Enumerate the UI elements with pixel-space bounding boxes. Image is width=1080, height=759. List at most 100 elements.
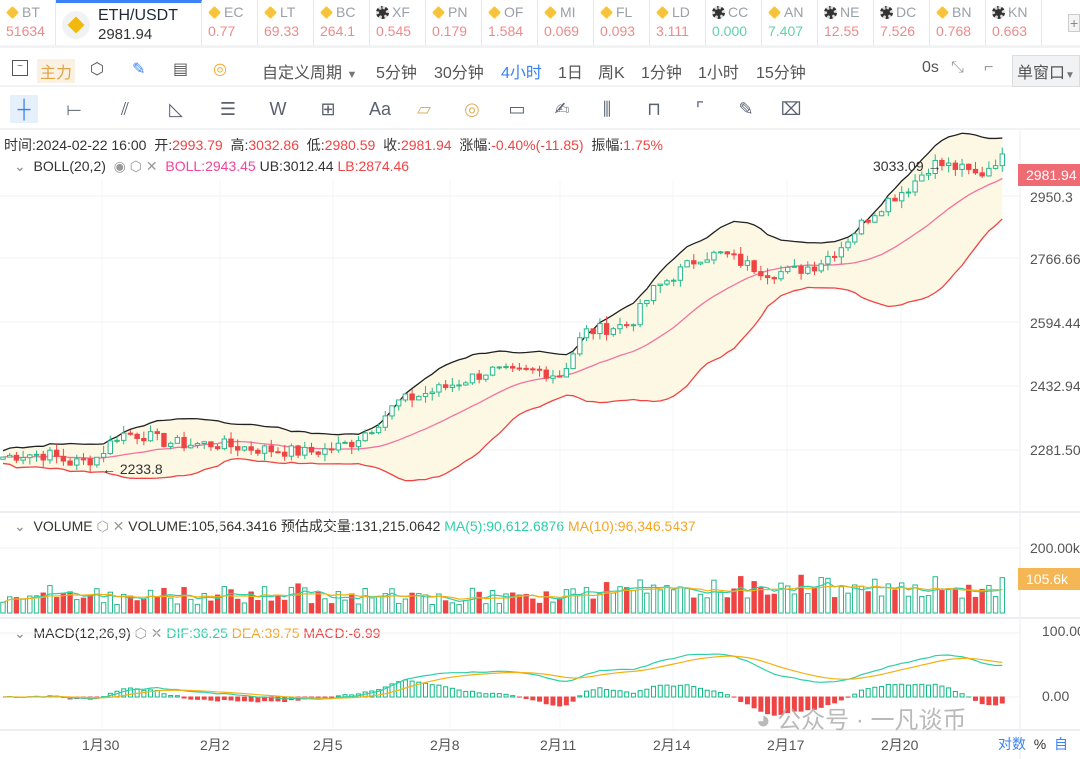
candle-body — [630, 324, 637, 327]
eye-icon[interactable]: ◉ — [113, 158, 126, 174]
candle-body — [194, 443, 201, 446]
pen-icon[interactable]: ✎ — [132, 61, 146, 78]
trash-tool-icon[interactable]: ⌧ — [780, 99, 802, 119]
macd-histogram-bar — [543, 696, 549, 705]
close-icon[interactable]: ✕ — [145, 158, 158, 174]
volume-name[interactable]: VOLUME — [33, 518, 93, 534]
template-icon[interactable]: ▤ — [173, 61, 189, 78]
percent-scale-button[interactable]: % — [1033, 736, 1047, 752]
ticker-item[interactable]: BC 264.1 — [314, 0, 370, 45]
wave-tool-icon[interactable]: W — [269, 99, 287, 119]
ticker-item[interactable]: PN 0.179 — [426, 0, 482, 45]
ticker-price: 2981.94 — [98, 26, 153, 43]
candle-pattern-tool-icon[interactable]: ⫼ — [602, 99, 612, 119]
ruler-circle-tool-icon[interactable]: ◎ — [464, 99, 480, 119]
boll-name[interactable]: BOLL(20,2) — [33, 158, 106, 174]
lock-tool-icon[interactable]: ⊓ — [646, 99, 662, 119]
candle-body — [865, 219, 871, 223]
close-icon[interactable]: ✕ — [112, 518, 125, 534]
log-scale-button[interactable]: 对数 — [998, 736, 1026, 752]
macd-histogram-bar — [329, 696, 335, 699]
chart-type-icon[interactable]: ~ — [12, 60, 28, 76]
collapse-chevron-icon[interactable]: ⌄ — [14, 518, 26, 534]
ticker-item[interactable]: MI 0.069 — [538, 0, 594, 45]
candle-body — [188, 444, 194, 449]
volume-bar — [214, 594, 221, 614]
x-axis-label: 2月20 — [881, 737, 919, 753]
ruler-range-tool-icon[interactable]: ▱ — [417, 99, 431, 119]
main-force-button[interactable]: 主力 — [37, 59, 76, 83]
period-tab[interactable]: 1日 — [558, 65, 583, 82]
volume-bar — [939, 590, 945, 614]
candle-body — [577, 337, 583, 355]
ticker-item[interactable]: AN 7.407 — [762, 0, 818, 45]
ticker-item[interactable]: CC 0.000 — [706, 0, 762, 45]
candle-body — [161, 432, 167, 447]
auto-scale-button[interactable]: 自 — [1054, 736, 1069, 752]
custom-period-dropdown[interactable]: 自定义周期 ▼ — [262, 59, 357, 83]
collapse-icon[interactable]: ⤡ — [951, 59, 964, 76]
crosshair-tool-icon[interactable]: ┼ — [10, 95, 38, 123]
bookmark-tool-icon[interactable]: ⌜ — [695, 99, 705, 119]
period-tab[interactable]: 15分钟 — [756, 65, 806, 82]
add-window-icon[interactable]: ⌐ — [984, 59, 994, 76]
period-tab[interactable]: 1小时 — [698, 65, 739, 82]
low-mark-value: 2233.8 — [119, 461, 163, 477]
settings-icon[interactable]: ⬡ — [96, 518, 109, 534]
note-tool-icon[interactable]: ✎ — [738, 99, 754, 119]
speed-icon[interactable]: ◎ — [213, 61, 227, 78]
triangle-tool-icon[interactable]: ◺ — [169, 99, 183, 119]
volume-value: VOLUME:105,564.3416 — [128, 518, 277, 534]
ticker-eth-usdt[interactable]: ETH/USDT 2981.94 — [56, 0, 202, 45]
ticker-item[interactable]: FL 0.093 — [594, 0, 650, 45]
candle-body — [758, 271, 764, 277]
ticker-symbol: BT — [22, 4, 40, 20]
ticker-item[interactable]: KN 0.663 — [986, 0, 1042, 45]
macd-histogram-bar — [490, 692, 496, 698]
collapse-chevron-icon[interactable]: ⌄ — [14, 158, 26, 174]
candle-body — [852, 233, 858, 243]
volume-bar — [818, 577, 824, 614]
period-tab[interactable]: 周K — [598, 65, 625, 82]
candle-body — [295, 445, 301, 456]
rect-add-tool-icon[interactable]: ⊞ — [320, 99, 336, 119]
period-tab[interactable]: 30分钟 — [434, 65, 484, 82]
ticker-item[interactable]: BT 51634 — [0, 0, 56, 45]
ticker-item[interactable]: EC 0.77 — [202, 0, 258, 45]
ticker-item[interactable]: NE 12.55 — [818, 0, 874, 45]
settings-icon[interactable]: ⬡ — [90, 61, 104, 78]
ticker-item[interactable]: LT 69.33 — [258, 0, 314, 45]
watermark-text: 公众号 · 一凡谈币 — [777, 707, 967, 734]
ruler-tool-icon[interactable]: ▭ — [508, 99, 526, 119]
ticker-item[interactable]: DC 7.526 — [874, 0, 930, 45]
coin-icon — [992, 5, 1005, 19]
pen-tool-icon[interactable]: ✍ — [554, 99, 570, 119]
boll-upper-line — [2, 132, 1003, 452]
macd-histogram-bar — [785, 696, 791, 714]
period-tab[interactable]: 4小时 — [501, 65, 542, 82]
volume-bar — [717, 591, 724, 614]
ticker-item[interactable]: LD 3.111 — [650, 0, 706, 45]
macd-histogram-bar — [563, 696, 569, 706]
parallel-channel-tool-icon[interactable]: ⫽ — [120, 99, 130, 119]
text-tool-icon[interactable]: Aa — [368, 99, 392, 119]
candle-body — [375, 426, 382, 434]
settings-icon[interactable]: ⬡ — [129, 158, 143, 174]
macd-histogram-bar — [617, 690, 623, 698]
horizontal-line-tool-icon[interactable]: ⟝ — [66, 99, 82, 119]
ticker-item[interactable]: BN 0.768 — [930, 0, 986, 45]
period-tab[interactable]: 1分钟 — [641, 65, 682, 82]
ticker-item[interactable]: OF 1.584 — [482, 0, 538, 45]
candle-body — [999, 153, 1005, 167]
candle-body — [80, 458, 87, 461]
candle-body — [255, 449, 261, 454]
window-mode-dropdown[interactable]: 单窗口▼ — [1012, 55, 1080, 87]
multi-line-tool-icon[interactable]: ☰ — [219, 99, 237, 119]
volume-bar — [255, 600, 261, 614]
close-label: 收: — [383, 137, 401, 153]
period-tab[interactable]: 5分钟 — [376, 65, 417, 82]
macd-histogram-bar — [389, 683, 395, 698]
volume-bar — [838, 586, 845, 614]
ticker-item[interactable]: XF 0.545 — [370, 0, 426, 45]
